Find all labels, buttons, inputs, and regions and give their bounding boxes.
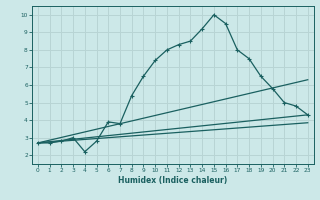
X-axis label: Humidex (Indice chaleur): Humidex (Indice chaleur) <box>118 176 228 185</box>
